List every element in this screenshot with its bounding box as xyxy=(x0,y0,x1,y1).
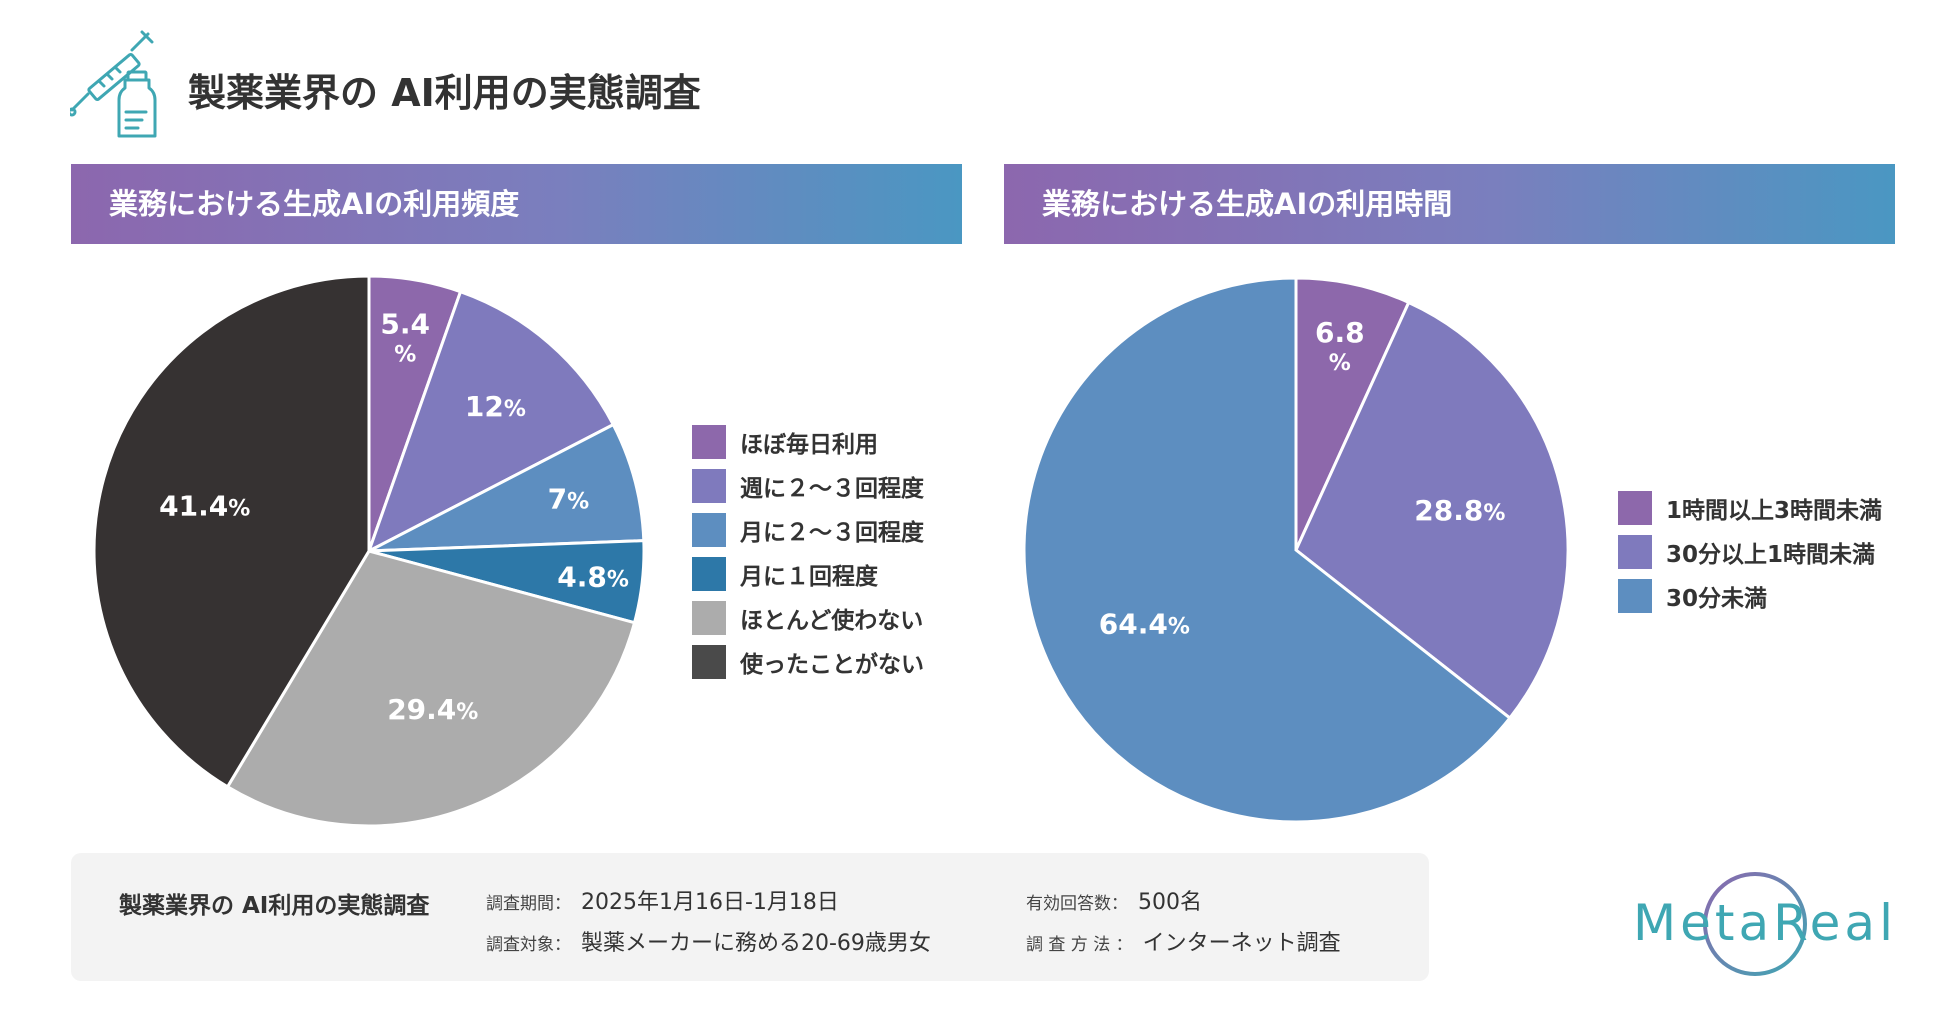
slice-label: 7% xyxy=(548,482,590,515)
slice-label: 4.8% xyxy=(557,560,629,593)
survey-period: 調査期間： 2025年1月16日-1月18日 xyxy=(486,884,839,916)
survey-period-label: 調査期間： xyxy=(486,894,571,914)
survey-info-box: 製薬業界の AI利用の実態調査 調査期間： 2025年1月16日-1月18日 調… xyxy=(71,853,1429,981)
legend-label: ほとんど使わない xyxy=(740,608,924,634)
legend-item: ほぼ毎日利用 xyxy=(692,420,924,464)
legend-label: 1時間以上3時間未満 xyxy=(1666,498,1883,524)
survey-target: 調査対象： 製薬メーカーに務める20-69歳男女 xyxy=(486,925,931,957)
slice-label: 5.4% xyxy=(380,308,430,368)
legend-label: 月に２～３回程度 xyxy=(740,520,924,546)
legend-swatch xyxy=(1618,535,1652,569)
legend-item: 週に２～３回程度 xyxy=(692,464,924,508)
slice-label: 12% xyxy=(465,390,526,423)
legend-item: 月に２～３回程度 xyxy=(692,508,924,552)
survey-period-value: 2025年1月16日-1月18日 xyxy=(581,890,839,915)
slice-label: 28.8% xyxy=(1414,494,1505,527)
legend-frequency: ほぼ毎日利用 週に２～３回程度 月に２～３回程度 月に１回程度 ほとんど使わない… xyxy=(692,420,924,684)
logo-ring xyxy=(1703,872,1807,976)
survey-responses-value: 500名 xyxy=(1138,890,1202,915)
legend-swatch xyxy=(692,557,726,591)
legend-label: 週に２～３回程度 xyxy=(740,476,924,502)
pie-slice xyxy=(366,289,616,555)
pie-chart-frequency: 5.4 % 12% 7% 4.8% 29.4% 41.4% xyxy=(92,274,646,828)
legend-item: ほとんど使わない xyxy=(692,596,924,640)
syringe-vial-icon xyxy=(70,30,157,138)
survey-responses-label: 有効回答数： xyxy=(1026,894,1128,914)
legend-item: 30分未満 xyxy=(1618,574,1882,618)
legend-swatch xyxy=(692,645,726,679)
chart-title-usage-time: 業務における生成AIの利用時間 xyxy=(1004,164,1895,244)
legend-label: 使ったことがない xyxy=(740,652,924,678)
survey-target-value: 製薬メーカーに務める20-69歳男女 xyxy=(581,931,931,956)
survey-title: 製薬業界の AI利用の実態調査 xyxy=(119,893,430,919)
chart-title-usage-frequency: 業務における生成AIの利用頻度 xyxy=(71,164,962,244)
legend-item: 1時間以上3時間未満 xyxy=(1618,486,1882,530)
legend-swatch xyxy=(692,601,726,635)
legend-swatch xyxy=(1618,579,1652,613)
legend-swatch xyxy=(692,425,726,459)
survey-method: 調 査 方 法 ： インターネット調査 xyxy=(1026,925,1341,957)
metareal-logo: MetaReal xyxy=(1633,872,1897,976)
survey-responses: 有効回答数： 500名 xyxy=(1026,884,1202,916)
legend-time: 1時間以上3時間未満 30分以上1時間未満 30分未満 xyxy=(1618,486,1882,618)
page-header: 製薬業界の AI利用の実態調査 xyxy=(70,30,1270,140)
brand-name: MetaReal xyxy=(1633,894,1897,952)
survey-target-label: 調査対象： xyxy=(486,935,571,955)
legend-label: 30分以上1時間未満 xyxy=(1666,542,1876,568)
pie-slice xyxy=(1294,276,1411,551)
page-title: 製薬業界の AI利用の実態調査 xyxy=(188,71,701,115)
legend-label: 30分未満 xyxy=(1666,586,1768,612)
pie-slice xyxy=(92,274,371,789)
pie-chart-time: 6.8 % 28.8% 64.4% xyxy=(1022,276,1570,824)
slice-label: 29.4% xyxy=(387,693,478,726)
legend-swatch xyxy=(1618,491,1652,525)
legend-item: 30分以上1時間未満 xyxy=(1618,530,1882,574)
legend-swatch xyxy=(692,513,726,547)
survey-method-value: インターネット調査 xyxy=(1142,931,1341,956)
slice-label: 41.4% xyxy=(159,489,250,522)
slice-label: 6.8% xyxy=(1315,316,1365,376)
legend-label: ほぼ毎日利用 xyxy=(740,432,878,458)
pie-slice xyxy=(1294,300,1570,721)
legend-swatch xyxy=(692,469,726,503)
legend-item: 月に１回程度 xyxy=(692,552,924,596)
legend-item: 使ったことがない xyxy=(692,640,924,684)
survey-method-label: 調 査 方 法 ： xyxy=(1026,935,1133,955)
pie-slice xyxy=(368,422,646,553)
legend-label: 月に１回程度 xyxy=(740,564,878,590)
pie-slice xyxy=(1022,276,1512,824)
slice-label: 64.4% xyxy=(1099,608,1190,641)
